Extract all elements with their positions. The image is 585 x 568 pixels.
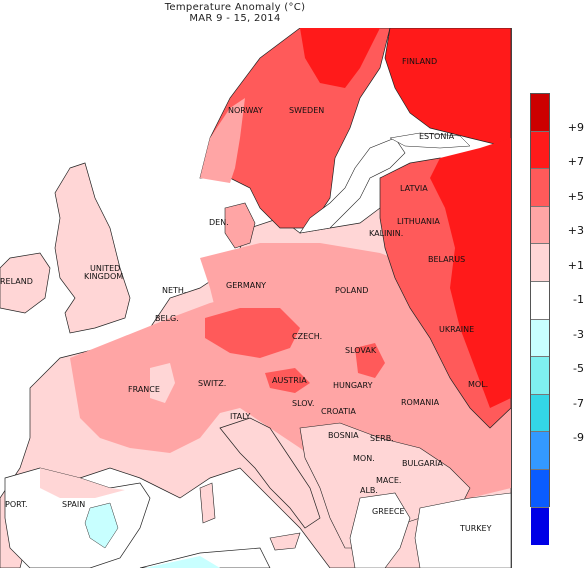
- map-title: Temperature Anomaly (°C): [164, 2, 306, 13]
- legend-tick-label: -1: [573, 293, 584, 306]
- label-turkey: TURKEY: [459, 524, 492, 533]
- legend-swatch: [531, 131, 549, 170]
- greece: [349, 492, 411, 568]
- gulf-of-finland: [389, 132, 471, 149]
- color-legend: [530, 93, 550, 546]
- label-serb: SERB.: [370, 434, 394, 443]
- slovak-pocket: [355, 343, 385, 378]
- label-sweden: SWEDEN: [289, 106, 324, 115]
- great-britain: [54, 162, 131, 334]
- legend-swatch: [531, 394, 549, 433]
- east-hot: [430, 138, 511, 408]
- label-estonia: ESTONIA: [419, 132, 455, 141]
- label-belarus: BELARUS: [428, 255, 465, 264]
- label-czech: CZECH.: [292, 332, 322, 341]
- legend-tick-label: +5: [567, 189, 584, 203]
- label-italy: ITALY: [230, 412, 250, 421]
- label-switz: SWITZ.: [198, 379, 226, 388]
- label-greece: GREECE: [372, 507, 405, 516]
- label-lithuania: LITHUANIA: [397, 217, 440, 226]
- legend-tick-label: -5: [573, 362, 584, 375]
- turkey: [414, 492, 511, 568]
- label-neth: NETH.: [162, 286, 186, 295]
- spain-cool: [84, 502, 119, 549]
- sweden-warm: [300, 28, 380, 88]
- legend-swatch: [531, 281, 549, 320]
- label-bosnia: BOSNIA: [328, 431, 359, 440]
- label-kalinin: KALININ.: [369, 229, 403, 238]
- label-romania: ROMANIA: [401, 398, 440, 407]
- label-belg: BELG.: [155, 314, 179, 323]
- ireland: [0, 252, 51, 314]
- italy: [219, 417, 321, 529]
- label-ireland: RELAND: [0, 277, 33, 286]
- label-spain: SPAIN: [62, 500, 85, 509]
- legend-swatch: [531, 244, 549, 282]
- denmark: [224, 202, 256, 249]
- label-bulgaria: BULGARIA: [402, 459, 443, 468]
- legend-tick-label: +9: [567, 120, 584, 134]
- label-slov: SLOV.: [292, 399, 314, 408]
- label-mace: MACE.: [376, 476, 401, 485]
- label-croatia: CROATIA: [321, 407, 356, 416]
- legend-swatch: [531, 169, 549, 207]
- label-germany: GERMANY: [226, 281, 266, 290]
- austria-pocket: [265, 368, 310, 393]
- finland: [384, 28, 511, 149]
- label-poland: POLAND: [335, 286, 368, 295]
- label-norway: NORWAY: [228, 106, 263, 115]
- legend-swatch: [531, 357, 549, 395]
- label-mon: MON.: [353, 454, 375, 463]
- label-alb: ALB.: [360, 486, 378, 495]
- label-port: PORT.: [5, 500, 28, 509]
- legend-swatch: [531, 94, 549, 132]
- norway-light: [200, 98, 245, 183]
- legend-tick-label: -7: [573, 396, 584, 410]
- label-ukraine: UKRAINE: [439, 325, 474, 334]
- legend-swatch: [531, 432, 549, 470]
- label-den: DEN.: [209, 218, 229, 227]
- africa-cool: [145, 556, 220, 568]
- legend-swatch: [531, 469, 549, 508]
- legend-swatch: [531, 206, 549, 245]
- legend-tick-label: -9: [573, 431, 584, 444]
- label-france: FRANCE: [128, 385, 160, 394]
- label-mol: MOL.: [468, 380, 488, 389]
- label-united: UNITED: [90, 264, 120, 273]
- label-austria: AUSTRIA: [272, 376, 307, 385]
- legend-swatch: [531, 507, 549, 546]
- label-slovak: SLOVAK: [345, 346, 377, 355]
- map-subtitle: MAR 9 - 15, 2014: [189, 13, 281, 24]
- baltic-sea: [299, 137, 406, 234]
- label-finland: FINLAND: [402, 57, 437, 66]
- label-kingdom: KINGDOM: [84, 272, 123, 281]
- sardinia: [199, 482, 216, 524]
- sicily: [269, 532, 301, 551]
- legend-swatch: [531, 319, 549, 358]
- iberia-warm: [40, 468, 125, 498]
- germany-pocket: [205, 308, 300, 358]
- legend-tick-label: +7: [567, 155, 584, 168]
- france-light: [150, 363, 175, 403]
- anomaly-map: FINLAND NORWAY SWEDEN ESTONIA LATVIA LIT…: [0, 28, 512, 568]
- legend-tick-label: +3: [567, 224, 584, 237]
- legend-tick-label: +1: [567, 258, 584, 272]
- label-latvia: LATVIA: [400, 184, 428, 193]
- label-hungary: HUNGARY: [333, 381, 373, 390]
- legend-tick-label: -3: [573, 327, 584, 341]
